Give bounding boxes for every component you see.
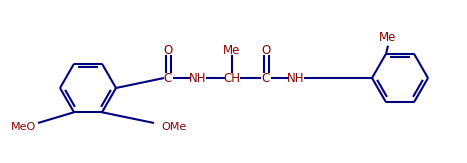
Text: NH: NH — [189, 72, 207, 84]
Text: Me: Me — [223, 44, 241, 57]
Text: Me: Me — [379, 31, 396, 44]
Text: C: C — [262, 72, 270, 84]
Text: O: O — [262, 44, 270, 57]
Text: MeO: MeO — [11, 122, 36, 132]
Text: NH: NH — [287, 72, 305, 84]
Text: C: C — [164, 72, 172, 84]
Text: OMe: OMe — [162, 122, 187, 132]
Text: O: O — [163, 44, 173, 57]
Text: CH: CH — [224, 72, 241, 84]
